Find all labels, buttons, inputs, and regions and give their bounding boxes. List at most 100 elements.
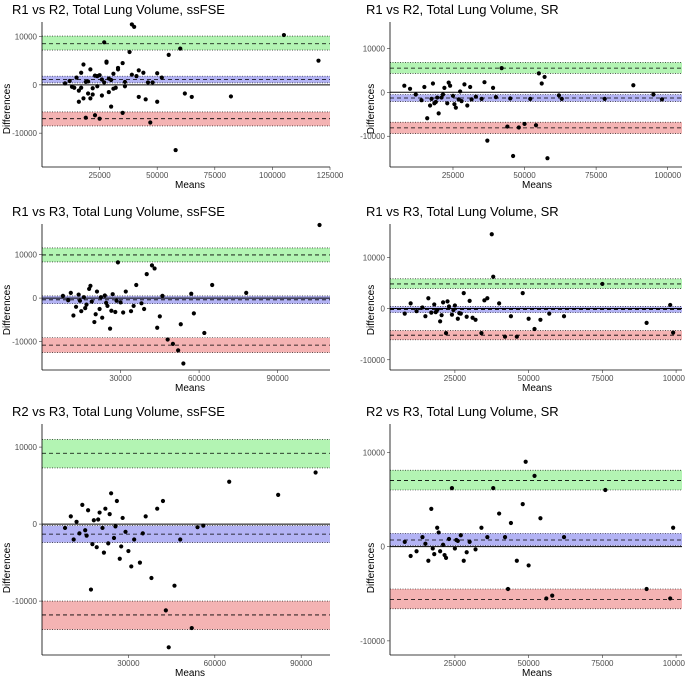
data-point [157, 314, 162, 319]
data-point [83, 306, 88, 311]
data-point [442, 85, 447, 91]
data-point [94, 545, 99, 550]
data-point [76, 88, 81, 93]
data-point [113, 309, 118, 315]
data-point [452, 303, 457, 308]
x-tick-label: 25000 [444, 374, 467, 383]
data-point [446, 80, 451, 85]
y-axis-label: Differences [2, 285, 13, 335]
data-point [454, 537, 459, 543]
data-point [433, 310, 438, 315]
data-point [458, 533, 463, 538]
data-point [533, 123, 539, 128]
data-point [659, 97, 665, 102]
data-point [94, 289, 100, 294]
mean-diff-band [390, 94, 682, 102]
panel-title: R2 vs R3, Total Lung Volume, SR [366, 404, 559, 419]
data-point [76, 99, 81, 104]
x-tick-label: 100000 [663, 374, 685, 383]
data-point [103, 506, 108, 511]
data-point [452, 546, 457, 551]
data-point [438, 549, 443, 554]
plot-area: -10000 0 10000 25000 50000 75000 100000 [360, 224, 685, 383]
data-point [182, 91, 187, 96]
data-point [111, 535, 117, 541]
x-axis-label: Means [175, 668, 205, 679]
data-point [644, 320, 649, 325]
data-points [60, 222, 322, 366]
data-point [88, 283, 93, 288]
data-point [413, 92, 418, 97]
data-point [442, 552, 447, 558]
data-point [485, 296, 490, 301]
data-point [281, 32, 287, 38]
panel-r1-vs-r3-ssfse: R1 vs R3, Total Lung Volume, ssFSE Diffe… [2, 204, 330, 394]
data-point [526, 316, 531, 321]
x-tick-label: 25000 [444, 659, 467, 668]
data-point [114, 498, 119, 504]
data-point [79, 85, 84, 90]
data-point [461, 291, 466, 296]
data-point [97, 116, 102, 121]
data-point [144, 272, 149, 277]
data-point [189, 94, 194, 100]
x-tick-label: 90000 [290, 659, 313, 668]
upper-loa-band [42, 36, 330, 51]
data-points [62, 22, 321, 153]
data-point [446, 304, 452, 309]
data-point [93, 312, 98, 317]
panel-r1-vs-r2-sr: R1 vs R2, Total Lung Volume, SR Differen… [360, 2, 682, 191]
data-point [172, 583, 177, 588]
x-tick-label: 50000 [513, 171, 536, 180]
y-tick-label: 0 [33, 81, 38, 90]
x-tick-label: 50000 [518, 374, 541, 383]
data-point [129, 564, 134, 569]
data-point [464, 550, 469, 555]
y-tick-label: -10000 [12, 597, 37, 606]
data-point [402, 311, 407, 316]
data-point [77, 531, 82, 536]
y-axis-label: Differences [366, 543, 377, 593]
data-point [439, 313, 444, 318]
data-point [479, 331, 484, 336]
data-point [464, 314, 469, 319]
data-point [422, 84, 427, 90]
data-point [603, 487, 608, 493]
data-point [97, 510, 102, 515]
data-point [90, 542, 95, 547]
data-point [127, 49, 132, 55]
data-point [600, 281, 605, 287]
data-point [74, 519, 79, 524]
x-tick-label: 25000 [88, 171, 111, 180]
data-point [451, 307, 456, 313]
data-point [420, 535, 425, 540]
data-point [90, 92, 95, 97]
data-point [445, 101, 450, 106]
data-point [109, 104, 114, 109]
data-point [68, 290, 73, 295]
data-point [92, 319, 97, 325]
data-point [68, 514, 73, 519]
data-point [137, 560, 143, 565]
data-point [458, 89, 463, 94]
data-point [191, 311, 196, 316]
data-point [561, 314, 567, 319]
data-point [99, 93, 105, 98]
data-point [462, 82, 467, 87]
data-point [432, 552, 437, 557]
data-point [113, 524, 118, 529]
data-point [76, 292, 81, 297]
x-tick-label: 75000 [591, 659, 614, 668]
data-point [132, 24, 137, 29]
data-point [482, 298, 487, 303]
data-point [425, 116, 430, 121]
data-point [227, 479, 232, 484]
x-tick-label: 75000 [204, 171, 227, 180]
data-point [467, 539, 472, 544]
data-point [101, 550, 107, 555]
data-point [118, 300, 123, 305]
data-point [109, 491, 114, 496]
data-point [166, 645, 171, 650]
data-point [432, 302, 437, 307]
data-point [485, 535, 490, 540]
